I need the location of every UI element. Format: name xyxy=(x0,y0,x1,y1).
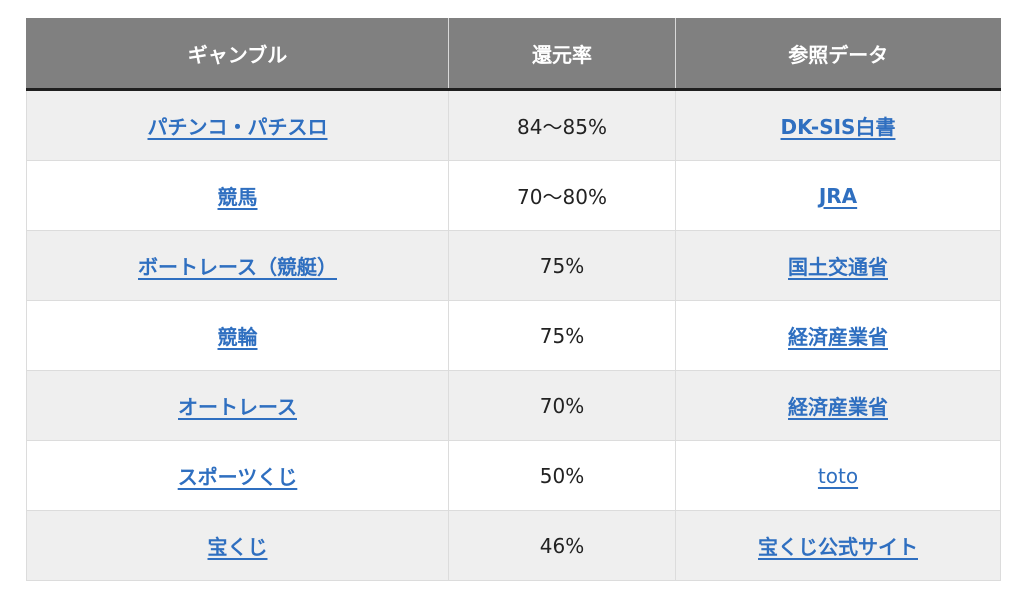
gamble-cell: ボートレース（競艇） xyxy=(26,230,449,301)
gamble-cell: 宝くじ xyxy=(26,510,449,581)
gamble-link[interactable]: ボートレース（競艇） xyxy=(138,255,337,279)
table-row: スポーツくじ 50% toto xyxy=(26,440,1001,511)
source-cell: 経済産業省 xyxy=(675,300,1001,371)
return-rate-table-container: ギャンブル 還元率 参照データ パチンコ・パチスロ 84〜85% DK-SIS白… xyxy=(26,18,1001,581)
return-rate-cell: 75% xyxy=(448,230,676,301)
header-row: ギャンブル 還元率 参照データ xyxy=(26,18,1001,91)
source-cell: 宝くじ公式サイト xyxy=(675,510,1001,581)
table-row: 競輪 75% 経済産業省 xyxy=(26,300,1001,371)
source-link[interactable]: 宝くじ公式サイト xyxy=(758,535,918,559)
gamble-link[interactable]: オートレース xyxy=(178,395,297,419)
gamble-link[interactable]: パチンコ・パチスロ xyxy=(147,115,328,139)
table-row: オートレース 70% 経済産業省 xyxy=(26,370,1001,441)
source-cell: 国土交通省 xyxy=(675,230,1001,301)
table-row: ボートレース（競艇） 75% 国土交通省 xyxy=(26,230,1001,301)
return-rate-cell: 75% xyxy=(448,300,676,371)
gambling-return-rate-table: ギャンブル 還元率 参照データ パチンコ・パチスロ 84〜85% DK-SIS白… xyxy=(26,18,1001,581)
header-gamble: ギャンブル xyxy=(26,18,449,91)
gamble-cell: 競馬 xyxy=(26,160,449,231)
source-cell: DK-SIS白書 xyxy=(675,89,1001,161)
table-row: 宝くじ 46% 宝くじ公式サイト xyxy=(26,510,1001,581)
source-link[interactable]: 経済産業省 xyxy=(788,325,888,349)
source-link[interactable]: JRA xyxy=(818,183,858,208)
gamble-cell: 競輪 xyxy=(26,300,449,371)
gamble-cell: オートレース xyxy=(26,370,449,441)
return-rate-cell: 70〜80% xyxy=(448,160,676,231)
source-link[interactable]: 経済産業省 xyxy=(788,395,888,419)
table-row: パチンコ・パチスロ 84〜85% DK-SIS白書 xyxy=(26,89,1001,161)
gamble-link[interactable]: 競馬 xyxy=(217,185,258,209)
gamble-cell: スポーツくじ xyxy=(26,440,449,511)
return-rate-cell: 50% xyxy=(448,440,676,511)
source-link[interactable]: 国土交通省 xyxy=(788,255,888,279)
gamble-cell: パチンコ・パチスロ xyxy=(26,89,449,161)
gamble-link[interactable]: 競輪 xyxy=(217,325,258,349)
source-cell: toto xyxy=(675,440,1001,511)
header-reference-data: 参照データ xyxy=(675,18,1001,91)
source-cell: 経済産業省 xyxy=(675,370,1001,441)
return-rate-cell: 70% xyxy=(448,370,676,441)
gamble-link[interactable]: 宝くじ xyxy=(207,535,268,559)
table-body: パチンコ・パチスロ 84〜85% DK-SIS白書 競馬 70〜80% JRA … xyxy=(26,89,1001,581)
return-rate-cell: 46% xyxy=(448,510,676,581)
table-header: ギャンブル 還元率 参照データ xyxy=(26,18,1001,91)
return-rate-cell: 84〜85% xyxy=(448,89,676,161)
source-cell: JRA xyxy=(675,160,1001,231)
source-link[interactable]: toto xyxy=(817,463,859,488)
source-link[interactable]: DK-SIS白書 xyxy=(780,115,896,139)
header-return-rate: 還元率 xyxy=(448,18,676,91)
gamble-link[interactable]: スポーツくじ xyxy=(177,465,298,489)
table-row: 競馬 70〜80% JRA xyxy=(26,160,1001,231)
